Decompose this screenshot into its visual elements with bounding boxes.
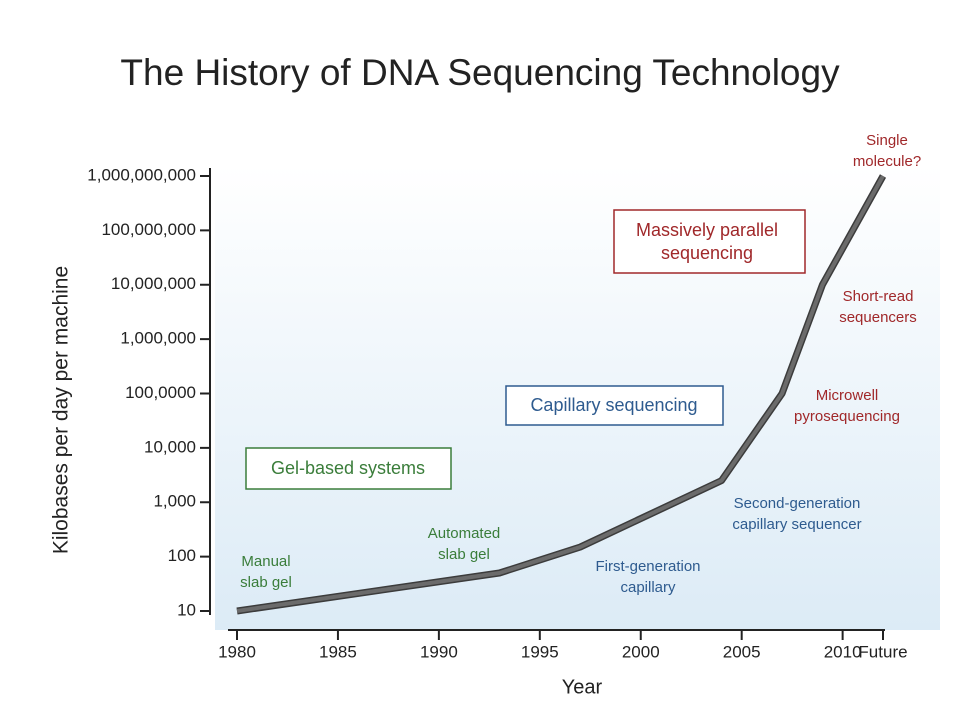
y-tick-label: 10,000,000 (111, 274, 196, 293)
annotation: Microwell (816, 387, 879, 404)
annotation: Short-read (843, 288, 914, 305)
annotation: capillary (620, 579, 676, 596)
annotation: sequencing (661, 243, 753, 263)
annotation: sequencers (839, 309, 917, 326)
annotation: slab gel (438, 546, 490, 563)
y-tick-label: 10 (177, 600, 196, 619)
x-tick-label: Future (858, 642, 907, 661)
y-tick-label: 100,000,000 (101, 220, 196, 239)
annotation-box (505, 385, 724, 426)
annotation: slab gel (240, 574, 292, 591)
x-axis-label: Year (562, 676, 603, 698)
annotation: pyrosequencing (794, 408, 900, 425)
x-tick-label: 2000 (622, 642, 660, 661)
line (236, 175, 885, 613)
y-axis-label: Kilobases per day per machine (50, 266, 73, 554)
annotation: First-generation (595, 558, 700, 575)
x-tick-label: 2005 (723, 642, 761, 661)
chart-title: The History of DNA Sequencing Technology (120, 52, 840, 93)
x-tick-label: 1990 (420, 642, 458, 661)
annotation: molecule? (853, 153, 921, 170)
annotation: Massively parallel (636, 220, 778, 240)
x-tick-label: 2010 (824, 642, 862, 661)
y-tick-label: 100 (168, 546, 196, 565)
y-tick-label: 10,000 (144, 437, 196, 456)
annotation: Single (866, 132, 908, 149)
annotation-box (245, 447, 452, 490)
annotation: Gel-based systems (271, 458, 425, 478)
annotation: Second-generation (734, 495, 861, 512)
y-tick-label: 1,000,000 (120, 329, 196, 348)
x-tick-label: 1985 (319, 642, 357, 661)
annotation: Manual (241, 553, 290, 570)
annotation-box (613, 209, 806, 274)
x-tick-label: 1995 (521, 642, 559, 661)
y-tick-label: 1,000 (153, 492, 196, 511)
y-tick-label: 1,000,000,000 (87, 165, 196, 184)
annotation: Automated (428, 525, 501, 542)
y-tick-label: 100,0000 (125, 383, 196, 402)
annotation: Capillary sequencing (530, 395, 697, 415)
x-tick-label: 1980 (218, 642, 256, 661)
annotation: capillary sequencer (732, 516, 861, 533)
